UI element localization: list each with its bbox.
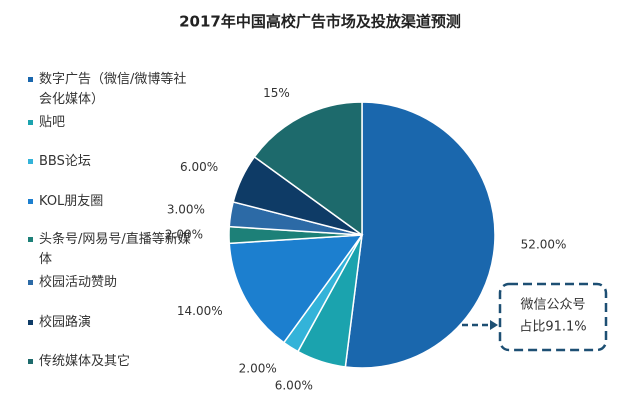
legend-label: 数字广告（微信/微博等社会化媒体） (39, 72, 187, 107)
legend-swatch (28, 320, 33, 325)
data-label: 2.00% (165, 228, 203, 242)
legend-label: 头条号/网易号/直播等新媒体 (39, 232, 191, 267)
pie-slice (253, 101, 363, 237)
legend-item: 校园活动赞助 (28, 273, 198, 293)
annotation-arrowhead (490, 320, 498, 330)
legend-swatch (28, 199, 33, 204)
data-label: 6.00% (180, 160, 218, 174)
legend-label: 贴吧 (39, 115, 66, 130)
data-label: 52.00% (521, 237, 567, 251)
legend-item: 数字广告（微信/微博等社会化媒体） (28, 70, 198, 110)
legend-swatch (28, 120, 33, 125)
legend-swatch (28, 359, 33, 364)
data-label: 6.00% (275, 379, 313, 393)
pie-slice (228, 234, 364, 344)
annotation: 微信公众号 (520, 298, 585, 313)
annotation: 占比91.1% (519, 320, 586, 335)
chart-title: 2017年中国高校广告市场及投放渠道预测 (179, 13, 461, 31)
legend-item: 头条号/网易号/直播等新媒体 (28, 230, 198, 270)
legend-item: BBS论坛 (28, 152, 198, 172)
legend-swatch (28, 77, 33, 82)
legend-label: 校园路演 (39, 315, 92, 330)
data-label: 14.00% (177, 304, 223, 318)
legend-swatch (28, 159, 33, 164)
legend-label: 传统媒体及其它 (39, 354, 131, 369)
data-label: 2.00% (239, 362, 277, 376)
legend-item: 贴吧 (28, 113, 198, 133)
data-label: 15% (263, 86, 290, 100)
legend-item: KOL朋友圈 (28, 192, 198, 212)
data-label: 3.00% (167, 203, 205, 217)
legend-swatch (28, 280, 33, 285)
pie-slice (344, 101, 496, 369)
legend-item: 传统媒体及其它 (28, 352, 198, 372)
legend-item: 校园路演 (28, 313, 198, 333)
annotation-box (498, 282, 608, 352)
legend-label: BBS论坛 (39, 154, 91, 169)
legend-swatch (28, 237, 33, 242)
legend-label: KOL朋友圈 (39, 194, 104, 209)
legend-label: 校园活动赞助 (39, 275, 118, 290)
